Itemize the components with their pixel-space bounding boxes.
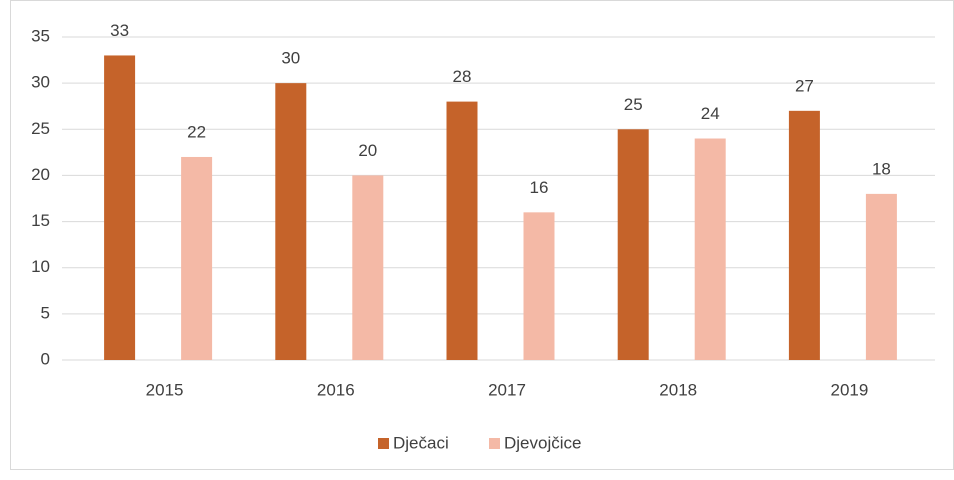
data-label: 18 bbox=[872, 159, 891, 178]
data-label: 28 bbox=[453, 67, 472, 86]
x-tick-label: 2016 bbox=[317, 380, 355, 399]
data-label: 30 bbox=[281, 49, 300, 68]
bar bbox=[446, 101, 478, 360]
data-label: 25 bbox=[624, 95, 643, 114]
bar bbox=[275, 83, 307, 361]
legend-swatch bbox=[378, 438, 389, 449]
bar bbox=[694, 138, 726, 360]
data-label: 24 bbox=[701, 104, 720, 123]
x-tick-label: 2017 bbox=[488, 380, 526, 399]
y-tick-label: 35 bbox=[31, 26, 50, 45]
data-label: 22 bbox=[187, 122, 206, 141]
bar bbox=[352, 175, 384, 360]
data-label: 20 bbox=[358, 141, 377, 160]
legend-swatch bbox=[489, 438, 500, 449]
y-tick-label: 5 bbox=[41, 303, 50, 322]
legend-label: Djevojčice bbox=[504, 433, 581, 452]
bar bbox=[617, 129, 649, 360]
x-tick-label: 2019 bbox=[830, 380, 868, 399]
y-tick-label: 15 bbox=[31, 211, 50, 230]
x-tick-label: 2015 bbox=[146, 380, 184, 399]
bar bbox=[788, 110, 820, 360]
x-tick-label: 2018 bbox=[659, 380, 697, 399]
bar bbox=[181, 156, 213, 360]
data-label: 16 bbox=[530, 178, 549, 197]
bar bbox=[865, 193, 897, 360]
data-label: 33 bbox=[110, 21, 129, 40]
y-tick-label: 10 bbox=[31, 257, 50, 276]
y-tick-label: 0 bbox=[41, 349, 50, 368]
y-tick-label: 30 bbox=[31, 73, 50, 92]
y-tick-label: 20 bbox=[31, 165, 50, 184]
data-label: 27 bbox=[795, 76, 814, 95]
y-tick-label: 25 bbox=[31, 119, 50, 138]
bar bbox=[104, 55, 136, 360]
legend-label: Dječaci bbox=[393, 433, 449, 452]
bar bbox=[523, 212, 555, 360]
